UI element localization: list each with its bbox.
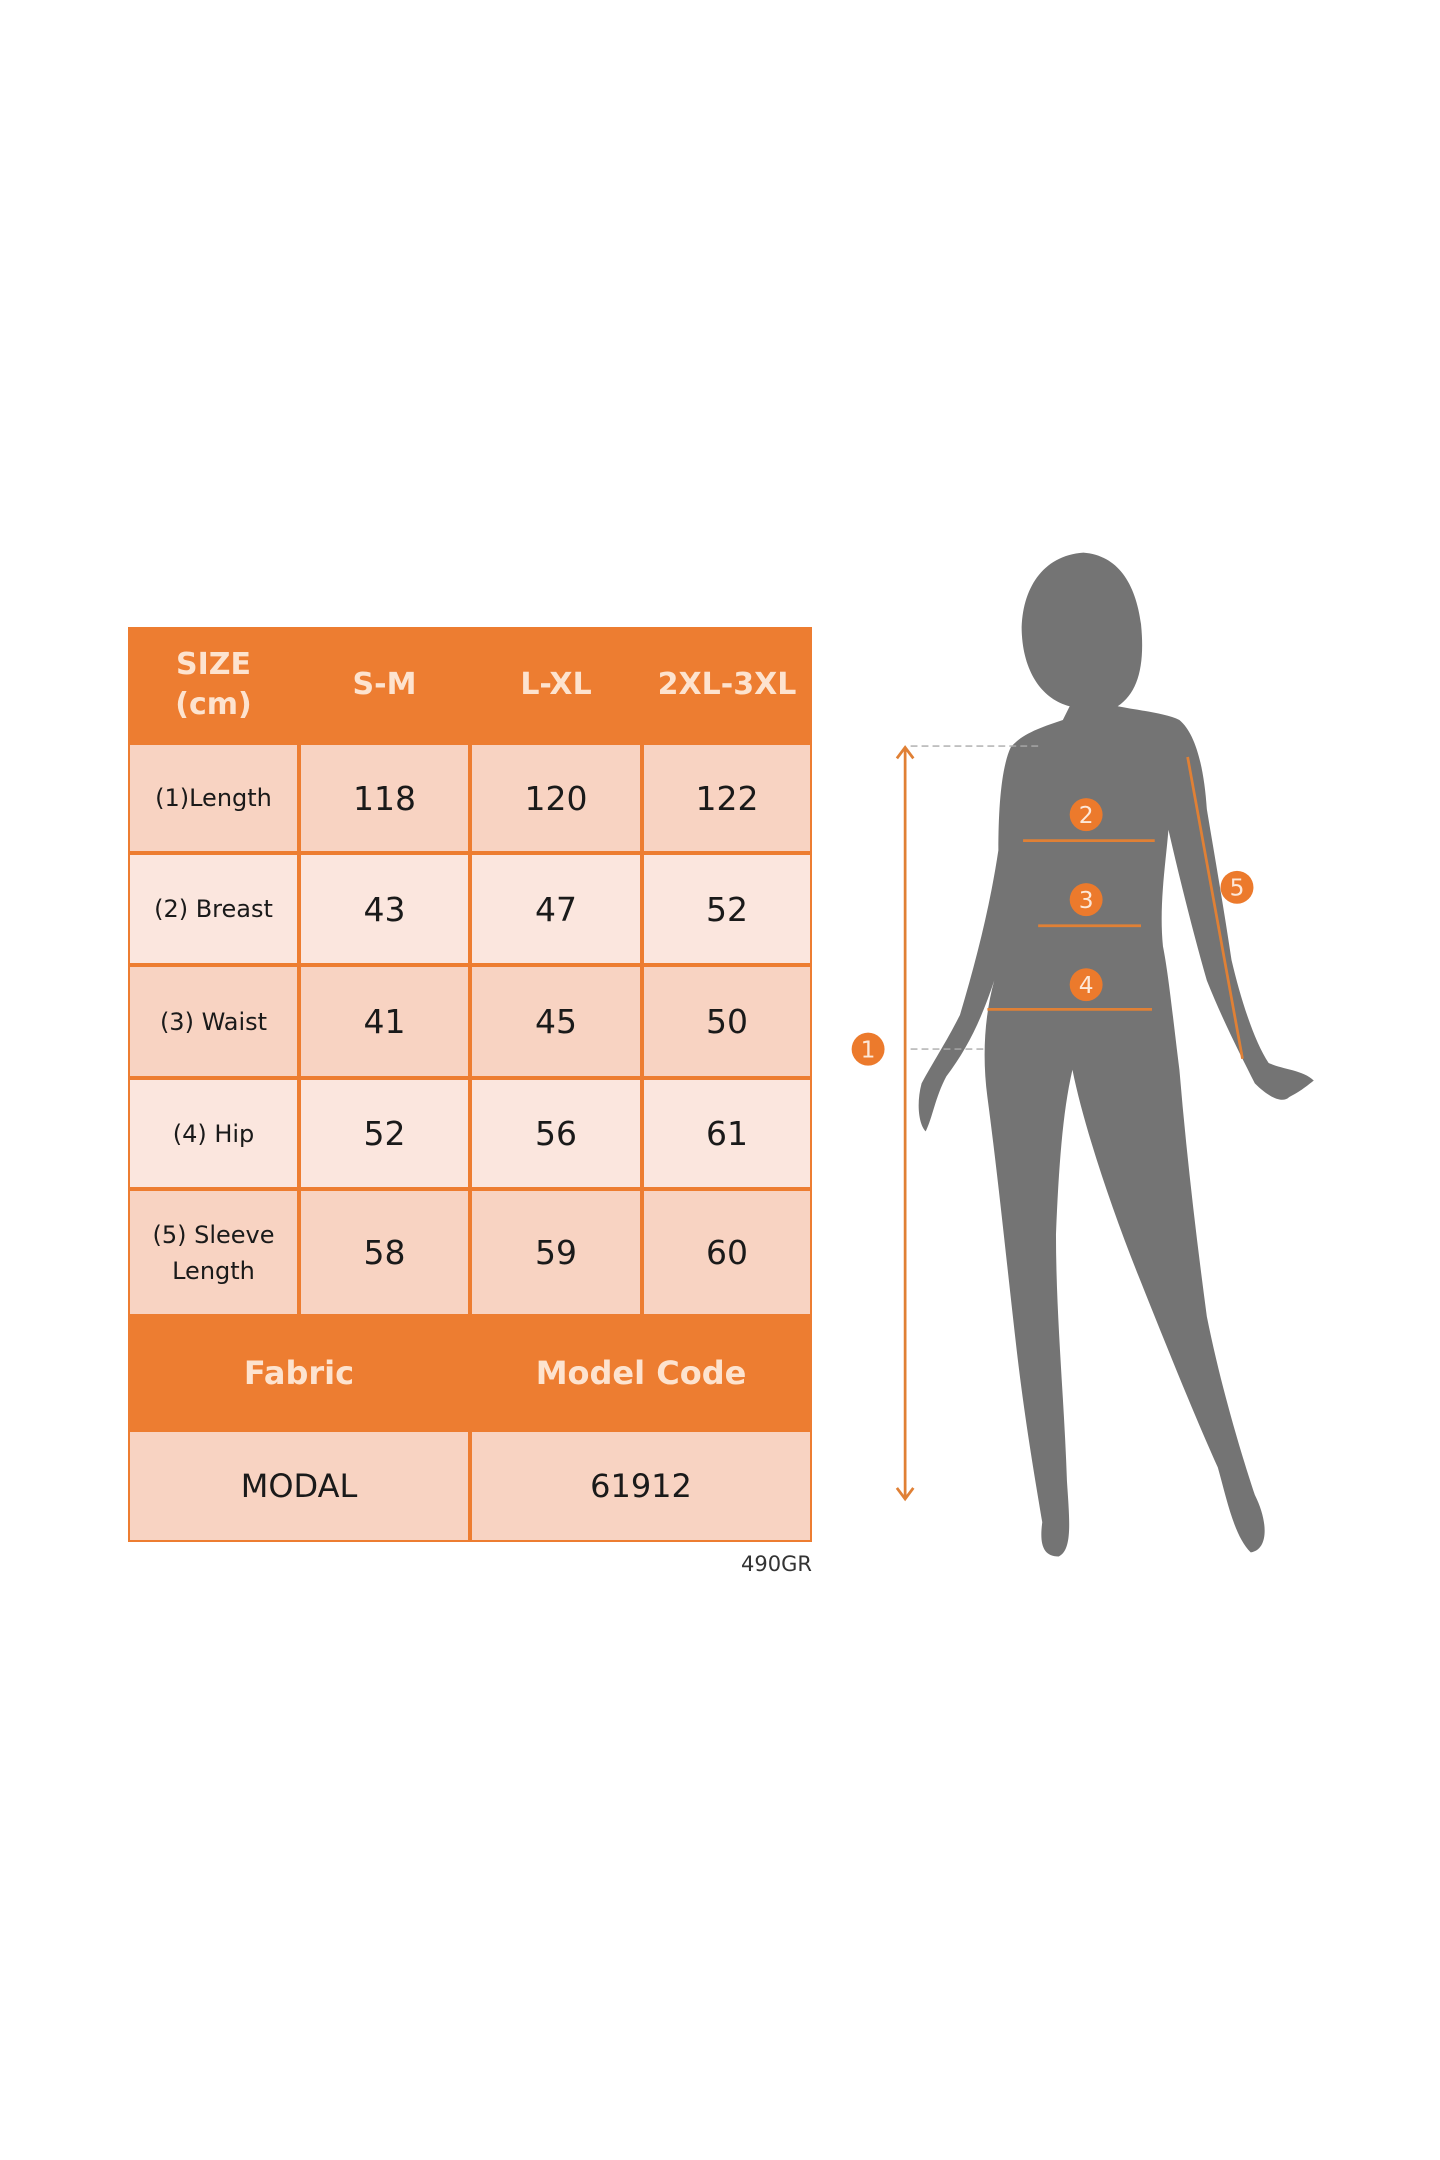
row-label: (4) Hip xyxy=(128,1078,299,1189)
length-arrowhead-top xyxy=(895,745,915,760)
row-label: (3) Waist xyxy=(128,965,299,1078)
cell: 47 xyxy=(470,853,642,965)
cell: 41 xyxy=(299,965,470,1078)
cell: 59 xyxy=(470,1189,642,1316)
row-label: (1)Length xyxy=(128,743,299,853)
size-label: SIZE xyxy=(175,647,251,682)
size-chart-table: SIZE (cm) S-M L-XL 2XL-3XL (1)Length 118 … xyxy=(128,627,812,1542)
fabric-value: MODAL xyxy=(128,1430,470,1542)
size-header-row: SIZE (cm) S-M L-XL 2XL-3XL xyxy=(128,627,812,743)
cell: 50 xyxy=(642,965,812,1078)
marker-1-label: 1 xyxy=(861,1036,876,1063)
cell: 56 xyxy=(470,1078,642,1189)
measurement-markers xyxy=(851,798,1254,1066)
cell: 43 xyxy=(299,853,470,965)
table-row: (5) Sleeve Length 58 59 60 xyxy=(128,1189,812,1316)
row-label-line: (5) Sleeve xyxy=(152,1220,275,1249)
model-code-header: Model Code xyxy=(535,1354,747,1392)
table-row: (1)Length 118 120 122 xyxy=(128,743,812,853)
row-label: (5) Sleeve Length xyxy=(128,1189,299,1316)
marker-3 xyxy=(1069,883,1103,917)
row-label-line: Length xyxy=(172,1256,255,1285)
cell: 52 xyxy=(299,1078,470,1189)
fabric-value-row: MODAL 61912 xyxy=(128,1430,812,1542)
silhouette xyxy=(918,552,1314,1557)
cell: 60 xyxy=(642,1189,812,1316)
cell: 122 xyxy=(642,743,812,853)
cell: 118 xyxy=(299,743,470,853)
table-row: (2) Breast 43 47 52 xyxy=(128,853,812,965)
table-row: (3) Waist 41 45 50 xyxy=(128,965,812,1078)
marker-2-label: 2 xyxy=(1079,802,1094,829)
length-arrowhead-bottom xyxy=(895,1487,915,1502)
marker-5-label: 5 xyxy=(1230,875,1245,902)
cell: 58 xyxy=(299,1189,470,1316)
unit-label: (cm) xyxy=(175,687,252,722)
product-code: 490GR xyxy=(741,1552,812,1576)
size-header: S-M xyxy=(352,667,417,702)
cell: 45 xyxy=(470,965,642,1078)
marker-4-label: 4 xyxy=(1079,972,1094,999)
cell: 52 xyxy=(642,853,812,965)
marker-2 xyxy=(1069,798,1103,832)
cell: 61 xyxy=(642,1078,812,1189)
marker-1 xyxy=(851,1032,885,1066)
table-row: (4) Hip 52 56 61 xyxy=(128,1078,812,1189)
fabric-header-row: Fabric Model Code xyxy=(128,1316,812,1430)
marker-3-label: 3 xyxy=(1079,887,1094,914)
cell: 120 xyxy=(470,743,642,853)
marker-4 xyxy=(1069,968,1103,1002)
size-header: L-XL xyxy=(520,667,592,702)
size-unit-header: SIZE (cm) xyxy=(128,627,299,743)
row-label: (2) Breast xyxy=(128,853,299,965)
marker-5 xyxy=(1220,870,1254,904)
sleeve-arrow xyxy=(1186,756,1244,1059)
model-code-value: 61912 xyxy=(470,1430,812,1542)
size-header: 2XL-3XL xyxy=(657,667,797,702)
fabric-header: Fabric xyxy=(243,1354,355,1392)
